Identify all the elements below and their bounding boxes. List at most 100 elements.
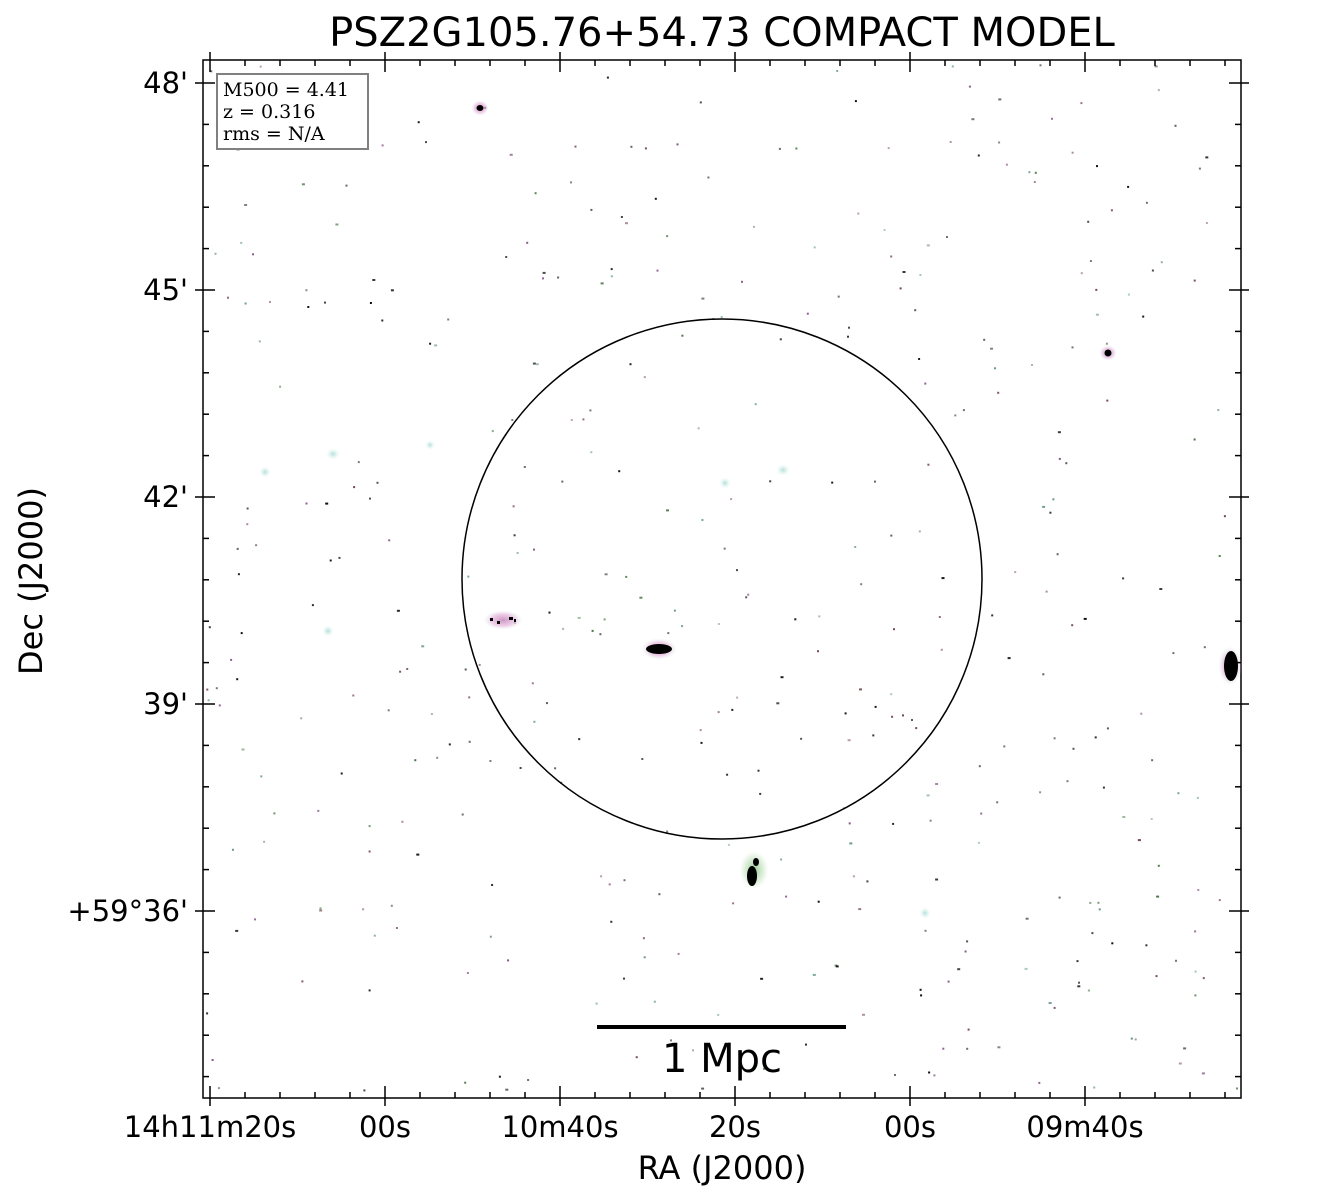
noise-pixel [658, 893, 661, 896]
noise-pixel [1098, 908, 1101, 911]
noise-pixel [1177, 792, 1180, 795]
noise-pixel [317, 809, 320, 812]
noise-pixel [747, 593, 750, 596]
noise-pixel [498, 1075, 501, 1078]
noise-pixel [430, 713, 433, 715]
noise-pixel [570, 419, 573, 421]
noise-pixel [760, 977, 764, 980]
noise-pixel [1028, 171, 1031, 174]
noise-pixel [717, 711, 720, 714]
noise-pixel [849, 842, 853, 845]
noise-pixel [436, 756, 439, 759]
noise-pixel [523, 466, 526, 468]
source-blob [1099, 345, 1117, 361]
noise-pixel [1031, 364, 1033, 366]
noise-pixel [1151, 759, 1154, 762]
noise-pixel [942, 1047, 945, 1050]
noise-pixel [892, 822, 895, 825]
noise-pixel [941, 577, 945, 580]
noise-pixel [307, 306, 310, 308]
noise-pixel [754, 403, 757, 406]
noise-pixel [1066, 780, 1069, 783]
y-tick-label: 42' [143, 480, 188, 514]
noise-pixel [1217, 409, 1220, 411]
noise-pixel [1223, 515, 1226, 518]
noise-pixel [920, 994, 923, 997]
noise-pixel [535, 363, 539, 366]
noise-pixel [666, 509, 669, 512]
noise-pixel [1106, 399, 1109, 402]
noise-pixel [1089, 901, 1092, 904]
noise-pixels [206, 64, 1238, 1092]
noise-pixel [1095, 288, 1098, 291]
noise-pixel [590, 451, 593, 454]
noise-pixel [1071, 624, 1074, 627]
noise-pixel [395, 927, 398, 929]
noise-pixel [1183, 1047, 1187, 1050]
noise-pixel [1077, 985, 1081, 988]
noise-pixel [780, 858, 783, 861]
noise-pixel [244, 302, 247, 305]
info-box: M500 = 4.41 z = 0.316 rms = N/A [216, 73, 369, 150]
noise-pixel [641, 758, 644, 760]
source-blob [739, 850, 769, 890]
noise-pixel [511, 419, 514, 421]
noise-pixel [968, 85, 971, 88]
noise-pixel [362, 908, 365, 911]
noise-pixel [623, 879, 626, 882]
x-tick-label: 10m40s [501, 1110, 618, 1144]
noise-pixel [883, 229, 886, 231]
noise-pixel [1093, 1086, 1096, 1089]
noise-pixel [966, 940, 969, 943]
noise-pixel [954, 414, 957, 417]
noise-pixel [300, 717, 303, 720]
noise-pixel [554, 767, 557, 770]
noise-pixel [924, 382, 927, 385]
noise-pixel [978, 765, 981, 768]
noise-pixel [977, 841, 980, 844]
noise-pixel [244, 204, 248, 206]
noise-pixel [561, 480, 564, 483]
noise-pixel [699, 729, 702, 732]
noise-pixel [727, 843, 730, 846]
noise-pixel [1033, 181, 1036, 183]
noise-pixel [835, 965, 839, 968]
source-blob [259, 440, 931, 919]
noise-pixel [1155, 975, 1158, 978]
noise-pixel [578, 738, 581, 741]
noise-pixel [218, 704, 221, 707]
noise-pixel [368, 989, 371, 992]
noise-pixel [753, 225, 755, 228]
plot-title: PSZ2G105.76+54.73 COMPACT MODEL [329, 10, 1115, 56]
noise-pixel [1065, 462, 1068, 465]
noise-pixel [1194, 994, 1197, 997]
noise-pixel [666, 235, 669, 238]
noise-pixel [1127, 293, 1130, 296]
scale-bar: 1 Mpc [597, 1025, 846, 1082]
noise-pixel [505, 256, 508, 258]
noise-pixel [1140, 712, 1143, 715]
noise-pixel [236, 678, 239, 681]
noise-pixel [1072, 747, 1075, 750]
noise-pixel [862, 1013, 865, 1016]
noise-pixel [899, 287, 902, 290]
noise-pixel [854, 100, 857, 103]
noise-pixel [590, 208, 593, 211]
noise-pixel [610, 275, 613, 278]
noise-pixel [643, 956, 646, 959]
noise-pixel [983, 338, 986, 341]
source-blob [483, 610, 523, 630]
noise-pixel [836, 70, 839, 72]
noise-pixel [215, 687, 218, 690]
noise-pixel [489, 935, 492, 938]
noise-pixel [653, 1000, 656, 1003]
noise-pixel [947, 980, 950, 983]
noise-pixel [1024, 967, 1028, 970]
noise-pixel [467, 575, 470, 578]
noise-pixel [726, 773, 729, 776]
x-tick-label: 00s [884, 1110, 936, 1144]
noise-pixel [582, 418, 585, 421]
noise-pixel [929, 819, 932, 822]
noise-pixel [933, 1074, 936, 1077]
